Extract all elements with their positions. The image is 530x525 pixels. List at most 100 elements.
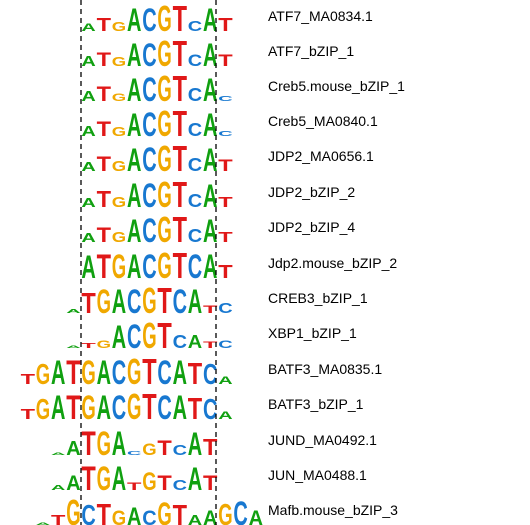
- logo-letter-c: C: [173, 477, 188, 494]
- logo-letter-a: A: [81, 22, 96, 34]
- logo-letter-t: T: [218, 52, 233, 70]
- logo-letter-t: T: [97, 82, 112, 106]
- logo-letter-g: G: [157, 0, 171, 40]
- logo-letter-g: G: [112, 126, 126, 140]
- logo-letter-t: T: [81, 341, 96, 349]
- logo-letter-a: A: [66, 471, 80, 495]
- logo-letter-t: T: [51, 512, 65, 525]
- logo-letter-g: G: [112, 56, 126, 70]
- logo-letter-t: T: [21, 406, 35, 422]
- logo-letter-a: A: [173, 353, 187, 391]
- logo-letter-g: G: [142, 317, 156, 357]
- logo-letter-t: T: [157, 471, 172, 495]
- motif-label: BATF3_bZIP_1: [268, 396, 364, 412]
- logo-letter-a: A: [203, 107, 217, 143]
- logo-letter-t: T: [157, 281, 172, 321]
- logo-letter-t: T: [218, 16, 233, 36]
- logo-letter-c: C: [157, 388, 171, 426]
- logo-letter-t: T: [203, 340, 218, 350]
- logo-letter-t: T: [97, 186, 112, 212]
- logo-letter-c: C: [157, 353, 171, 391]
- logo-letter-a: A: [51, 353, 65, 391]
- logo-letter-c: C: [112, 388, 126, 426]
- motif-label: Creb5.mouse_bZIP_1: [268, 78, 405, 94]
- logo-letter-c: C: [173, 333, 188, 353]
- logo-letter-t: T: [142, 387, 157, 427]
- logo-letter-t: T: [157, 316, 172, 356]
- logo-letter-c: C: [188, 18, 203, 35]
- logo-letter-a: A: [188, 333, 203, 353]
- logo-letter-a: A: [188, 426, 202, 462]
- logo-letter-c: C: [142, 211, 156, 249]
- logo-letter-c: C: [81, 501, 95, 525]
- logo-letter-t: T: [81, 460, 95, 498]
- logo-letter-t: T: [173, 499, 187, 525]
- logo-letter-g: G: [157, 176, 171, 216]
- logo-letter-g: G: [36, 359, 50, 391]
- logo-letter-c: C: [188, 52, 202, 70]
- logo-letter-g: G: [157, 140, 171, 180]
- logo-letter-a: A: [51, 484, 66, 492]
- logo-letter-c: C: [218, 95, 233, 103]
- logo-letter-c: C: [188, 192, 203, 212]
- logo-letter-a: A: [127, 142, 141, 178]
- logo-letter-g: G: [142, 282, 156, 322]
- logo-letter-c: C: [142, 506, 156, 525]
- logo-letter-g: G: [97, 459, 111, 498]
- logo-letter-c: C: [142, 247, 156, 285]
- logo-letter-a: A: [188, 512, 203, 525]
- logo-letter-c: C: [188, 227, 203, 247]
- logo-letter-c: C: [188, 156, 203, 176]
- logo-letter-t: T: [97, 497, 112, 525]
- logo-letter-c: C: [173, 442, 188, 459]
- logo-letter-a: A: [127, 213, 141, 249]
- motif-label: JDP2_bZIP_2: [268, 184, 356, 200]
- logo-letter-t: T: [97, 117, 112, 141]
- logo-letter-t: T: [97, 248, 111, 286]
- logo-letter-a: A: [203, 2, 217, 38]
- logo-letter-a: A: [127, 2, 141, 38]
- logo-letter-g: G: [112, 21, 126, 35]
- motif-label: JDP2_MA0656.1: [268, 148, 374, 164]
- logo-letter-a: A: [127, 72, 141, 108]
- logo-letter-t: T: [173, 175, 188, 215]
- logo-letter-t: T: [97, 48, 112, 71]
- logo-letter-g: G: [112, 194, 126, 211]
- motif-label: CREB3_bZIP_1: [268, 290, 368, 306]
- logo-letter-t: T: [173, 69, 188, 109]
- logo-letter-c: C: [188, 121, 203, 141]
- logo-letter-a: A: [203, 37, 217, 73]
- logo-letter-c: C: [142, 105, 156, 143]
- logo-letter-a: A: [127, 502, 141, 525]
- logo-letter-g: G: [112, 158, 126, 175]
- logo-letter-t: T: [188, 356, 203, 391]
- logo-letter-a: A: [173, 388, 187, 426]
- logo-letter-c: C: [203, 395, 217, 426]
- logo-letter-a: A: [203, 247, 217, 285]
- logo-letter-g: G: [127, 353, 141, 393]
- logo-letter-g: G: [157, 496, 171, 525]
- logo-letter-t: T: [81, 287, 95, 320]
- logo-letter-g: G: [81, 353, 95, 392]
- logo-letter-t: T: [81, 425, 95, 463]
- logo-letter-a: A: [81, 53, 96, 70]
- logo-letter-t: T: [203, 303, 217, 315]
- logo-letter-c: C: [203, 360, 217, 391]
- logo-letter-t: T: [173, 139, 188, 179]
- logo-letter-g: G: [97, 424, 111, 463]
- logo-letter-a: A: [127, 176, 141, 214]
- logo-letter-g: G: [142, 440, 156, 459]
- logo-letter-t: T: [203, 434, 218, 460]
- logo-letter-g: G: [36, 394, 50, 426]
- logo-letter-c: C: [233, 494, 247, 525]
- logo-letter-g: G: [157, 35, 171, 75]
- logo-letter-a: A: [36, 522, 50, 525]
- logo-letter-t: T: [97, 152, 112, 176]
